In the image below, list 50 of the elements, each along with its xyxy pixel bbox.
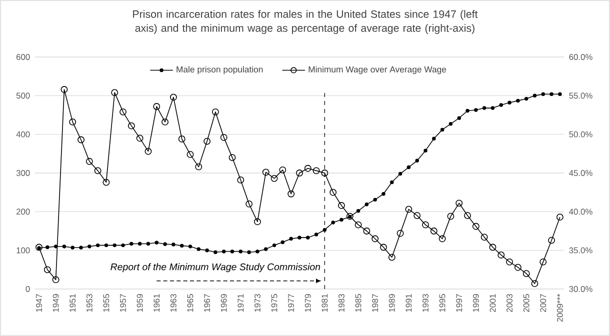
x-tick-label: 2003: [506, 294, 512, 312]
x-tick-label: 1973: [254, 294, 260, 312]
y2-tick-label: 60.0%: [569, 54, 592, 60]
y-tick-label: 200: [16, 208, 30, 215]
x-tick-label: 1969: [220, 294, 227, 312]
y2-tick-label: 50.0%: [569, 131, 592, 138]
x-tick-label: 1991: [406, 294, 412, 312]
y2-tick-label: 30.0%: [569, 286, 592, 292]
y-tick-label: 600: [16, 54, 30, 60]
x-tick-label: 2005: [523, 294, 530, 312]
x-tick-label: 1981: [322, 294, 328, 312]
x-tick-label: 1993: [422, 294, 428, 312]
x-tick-label: 1965: [187, 294, 194, 312]
x-tick-label: 1987: [372, 294, 378, 312]
x-tick-label: 1997: [456, 294, 462, 312]
x-tick-label: 1963: [170, 294, 176, 312]
x-tick-label: 2001: [490, 294, 496, 312]
x-tick-label: 1947: [36, 294, 42, 312]
y2-tick-label: 40.0%: [569, 208, 592, 215]
x-tick-label: 1953: [86, 294, 92, 312]
x-tick-label: 1959: [136, 294, 143, 312]
x-tick-label: 1961: [154, 294, 160, 312]
y-tick-label: 400: [16, 131, 30, 138]
x-tick-label: 1967: [204, 294, 210, 312]
legend-label: Male prison population: [176, 66, 263, 74]
x-tick-label: 1977: [288, 294, 294, 312]
x-tick-label: 1999: [472, 294, 479, 312]
y-tick-label: 100: [16, 247, 30, 254]
x-tick-label: 1975: [271, 294, 278, 312]
legend-label: Minimum Wage over Average Wage: [308, 66, 446, 74]
y2-tick-label: 55.0%: [569, 92, 592, 99]
x-tick-label: 1983: [338, 294, 344, 312]
x-tick-label: 1957: [120, 294, 126, 312]
y2-tick-label: 45.0%: [569, 170, 592, 176]
x-tick-label: 1951: [70, 294, 76, 312]
chart-title: Prison incarceration rates for males in the United States since 1947 (left axis) and the minimum wage as percentage of average rate (right-axis): [133, 10, 478, 34]
y2-tick-label: 35.0%: [569, 247, 592, 254]
y-tick-label: 300: [16, 170, 30, 176]
x-tick-label: 1979: [304, 294, 311, 312]
x-tick-label: 1949: [52, 294, 59, 312]
x-tick-label: 1985: [355, 294, 362, 312]
ref-line-label: Report of the Minimum Wage Study Commission: [110, 263, 320, 272]
x-tick-label: 2007: [540, 294, 546, 312]
x-tick-label: 1955: [103, 294, 110, 312]
x-tick-label: 1971: [238, 294, 244, 312]
y-tick-label: 0: [26, 286, 30, 292]
x-tick-label: 1995: [439, 294, 446, 312]
x-tick-label: 1989: [388, 294, 395, 312]
y-tick-label: 500: [16, 92, 30, 99]
x-tick-label: 2009***: [556, 294, 563, 322]
